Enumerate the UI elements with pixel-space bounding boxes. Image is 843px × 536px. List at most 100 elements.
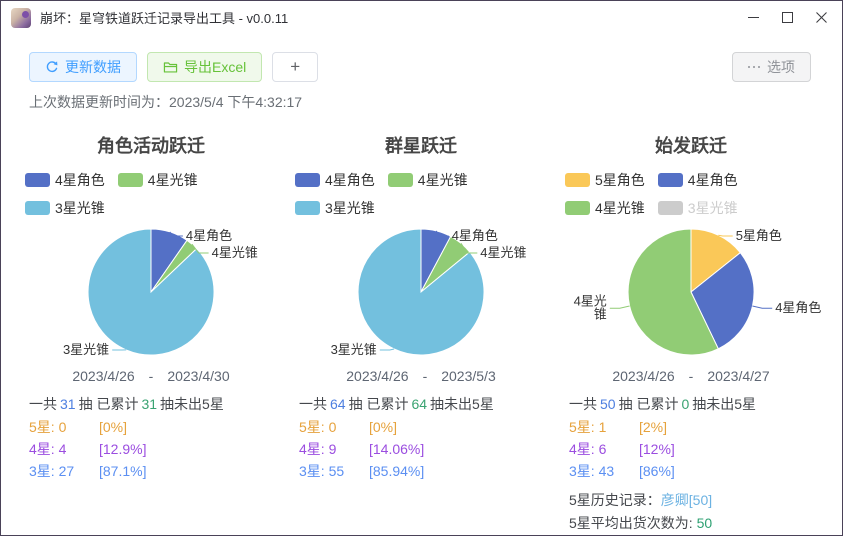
legend-item[interactable]: 5星角色 bbox=[565, 170, 645, 190]
legend-item[interactable]: 4星角色 bbox=[295, 170, 375, 190]
add-button[interactable]: + bbox=[272, 52, 319, 82]
legend-item[interactable]: 3星光锥 bbox=[25, 198, 105, 218]
star4-stat-row: 4星: 6 [12%] bbox=[569, 441, 675, 457]
export-excel-button[interactable]: 导出Excel bbox=[147, 52, 263, 82]
star5-stat-row: 5星: 1 [2%] bbox=[569, 419, 668, 435]
chart-title: 群星跃迁 bbox=[385, 136, 457, 156]
star3-stat-row: 3星: 55 [85.94%] bbox=[299, 463, 425, 479]
legend-item-disabled[interactable]: 3星光锥 bbox=[657, 198, 738, 218]
legend-swatch bbox=[25, 173, 50, 187]
pity-count-value: 31 bbox=[141, 396, 158, 412]
legend-label: 3星光锥 bbox=[687, 200, 738, 216]
legend-swatch bbox=[657, 201, 683, 215]
legend-label: 3星光锥 bbox=[325, 200, 375, 216]
legend-swatch bbox=[565, 173, 590, 187]
total-pulls-value: 64 bbox=[330, 396, 346, 412]
svg-text:4星光锥: 4星光锥 bbox=[212, 245, 258, 260]
minimize-icon bbox=[747, 17, 759, 18]
svg-text:4星角色: 4星角色 bbox=[775, 300, 821, 315]
legend-swatch bbox=[25, 201, 50, 215]
legend-label: 5星角色 bbox=[595, 172, 645, 188]
ellipsis-icon bbox=[747, 65, 760, 69]
refresh-button-label: 更新数据 bbox=[65, 59, 121, 75]
pie-chart-stellar[interactable]: 4星角色 4星光锥 3星光锥 bbox=[286, 222, 556, 364]
legend-label: 3星光锥 bbox=[55, 200, 105, 216]
charts-area: 角色活动跃迁 4星角色 4星光锥 3星光锥 bbox=[1, 120, 842, 535]
legend-label: 4星角色 bbox=[55, 172, 105, 188]
maximize-button[interactable] bbox=[770, 2, 804, 34]
legend-item[interactable]: 4星角色 bbox=[657, 170, 738, 190]
legend-swatch bbox=[295, 201, 320, 215]
star3-stat-row: 3星: 27 [87.1%] bbox=[29, 463, 147, 479]
chart-title: 始发跃迁 bbox=[655, 136, 727, 156]
refresh-icon bbox=[46, 61, 58, 73]
stats-block: 一共 64 抽 已累计 64 抽未出5星 5星: 0 [0%] 4星: 9 [14.06%]… bbox=[299, 394, 556, 480]
total-pulls-value: 31 bbox=[60, 396, 76, 412]
date-range: 2023/4/26-2023/4/27 bbox=[612, 368, 770, 384]
legend-label: 4星角色 bbox=[687, 172, 738, 188]
svg-text:4星光锥: 4星光锥 bbox=[480, 245, 526, 260]
titlebar: 崩坏：星穹铁道跃迁记录导出工具 - v0.0.11 bbox=[1, 1, 842, 34]
pie-chart-departure[interactable]: 5星角色 4星角色 4星光锥 bbox=[556, 222, 826, 364]
legend-item[interactable]: 4星光锥 bbox=[117, 170, 198, 190]
app-avatar-icon bbox=[11, 7, 31, 28]
stats-block: 一共 50 抽 已累计 0 抽未出5星 5星: 1 [2%] 4星: 6 [12%] 3星:… bbox=[569, 394, 826, 535]
legend-label: 4星角色 bbox=[325, 172, 375, 188]
five-star-history-value: 彦卿[50] bbox=[660, 492, 713, 508]
svg-text:5星角色: 5星角色 bbox=[736, 228, 782, 243]
plus-icon: + bbox=[290, 57, 301, 76]
close-button[interactable] bbox=[804, 2, 838, 34]
options-button-label: 选项 bbox=[767, 59, 795, 75]
star5-stat-row: 5星: 0 [0%] bbox=[29, 419, 128, 435]
star4-stat-row: 4星: 4 [12.9%] bbox=[29, 441, 147, 457]
folder-icon bbox=[163, 62, 178, 73]
svg-text:4星角色: 4星角色 bbox=[186, 228, 232, 243]
five-star-average-value: 50 bbox=[696, 515, 713, 531]
last-update-status: 上次数据更新时间为：2023/5/4 下午4:32:17 bbox=[29, 92, 842, 112]
legend: 4星角色 4星光锥 3星光锥 bbox=[16, 170, 286, 222]
total-pulls-line: 一共 64 抽 已累计 64 抽未出5星 bbox=[299, 396, 494, 412]
chart-column-stellar: 群星跃迁 4星角色 4星光锥 3星光锥 4 bbox=[286, 120, 556, 535]
total-pulls-line: 一共 31 抽 已累计 31 抽未出5星 bbox=[29, 396, 224, 412]
legend-swatch bbox=[657, 173, 683, 187]
svg-text:3星光锥: 3星光锥 bbox=[63, 342, 109, 357]
svg-text:4星光锥: 4星光锥 bbox=[574, 294, 607, 322]
pity-count-value: 64 bbox=[411, 396, 428, 412]
star4-stat-row: 4星: 9 [14.06%] bbox=[299, 441, 425, 457]
chart-column-departure: 始发跃迁 5星角色 4星角色 4星光锥 bbox=[556, 120, 826, 535]
date-range: 2023/4/26-2023/5/3 bbox=[346, 368, 496, 384]
legend-item[interactable]: 3星光锥 bbox=[295, 198, 375, 218]
svg-text:4星角色: 4星角色 bbox=[452, 228, 498, 243]
star3-stat-row: 3星: 43 [86%] bbox=[569, 463, 675, 479]
legend-swatch bbox=[565, 201, 590, 215]
last-update-value: 2023/5/4 下午4:32:17 bbox=[169, 94, 303, 110]
total-pulls-line: 一共 50 抽 已累计 0 抽未出5星 bbox=[569, 396, 757, 412]
pie-chart-character-event[interactable]: 4星角色 4星光锥 3星光锥 bbox=[16, 222, 286, 364]
legend-swatch bbox=[387, 173, 413, 187]
legend: 5星角色 4星角色 4星光锥 3星光锥 bbox=[556, 170, 826, 222]
legend-label: 4星光锥 bbox=[147, 172, 198, 188]
window-controls bbox=[736, 2, 838, 34]
maximize-icon bbox=[781, 12, 793, 23]
refresh-data-button[interactable]: 更新数据 bbox=[29, 52, 137, 82]
star5-stat-row: 5星: 0 [0%] bbox=[299, 419, 398, 435]
stats-block: 一共 31 抽 已累计 31 抽未出5星 5星: 0 [0%] 4星: 4 [12.9%] … bbox=[29, 394, 286, 480]
chart-column-character-event: 角色活动跃迁 4星角色 4星光锥 3星光锥 bbox=[16, 120, 286, 535]
legend-swatch bbox=[295, 173, 320, 187]
date-range: 2023/4/26-2023/4/30 bbox=[72, 368, 230, 384]
minimize-button[interactable] bbox=[736, 2, 770, 34]
legend-item[interactable]: 4星光锥 bbox=[565, 198, 645, 218]
close-icon bbox=[815, 12, 827, 23]
legend-swatch bbox=[117, 173, 143, 187]
options-button[interactable]: 选项 bbox=[731, 52, 811, 82]
pity-count-value: 0 bbox=[681, 396, 690, 412]
chart-title: 角色活动跃迁 bbox=[97, 136, 205, 156]
last-update-label: 上次数据更新时间为： bbox=[29, 94, 169, 110]
legend-label: 4星光锥 bbox=[417, 172, 468, 188]
legend-item[interactable]: 4星角色 bbox=[25, 170, 105, 190]
legend: 4星角色 4星光锥 3星光锥 bbox=[286, 170, 556, 222]
legend-item[interactable]: 4星光锥 bbox=[387, 170, 468, 190]
export-button-label: 导出Excel bbox=[184, 59, 247, 75]
legend-label: 4星光锥 bbox=[595, 200, 645, 216]
